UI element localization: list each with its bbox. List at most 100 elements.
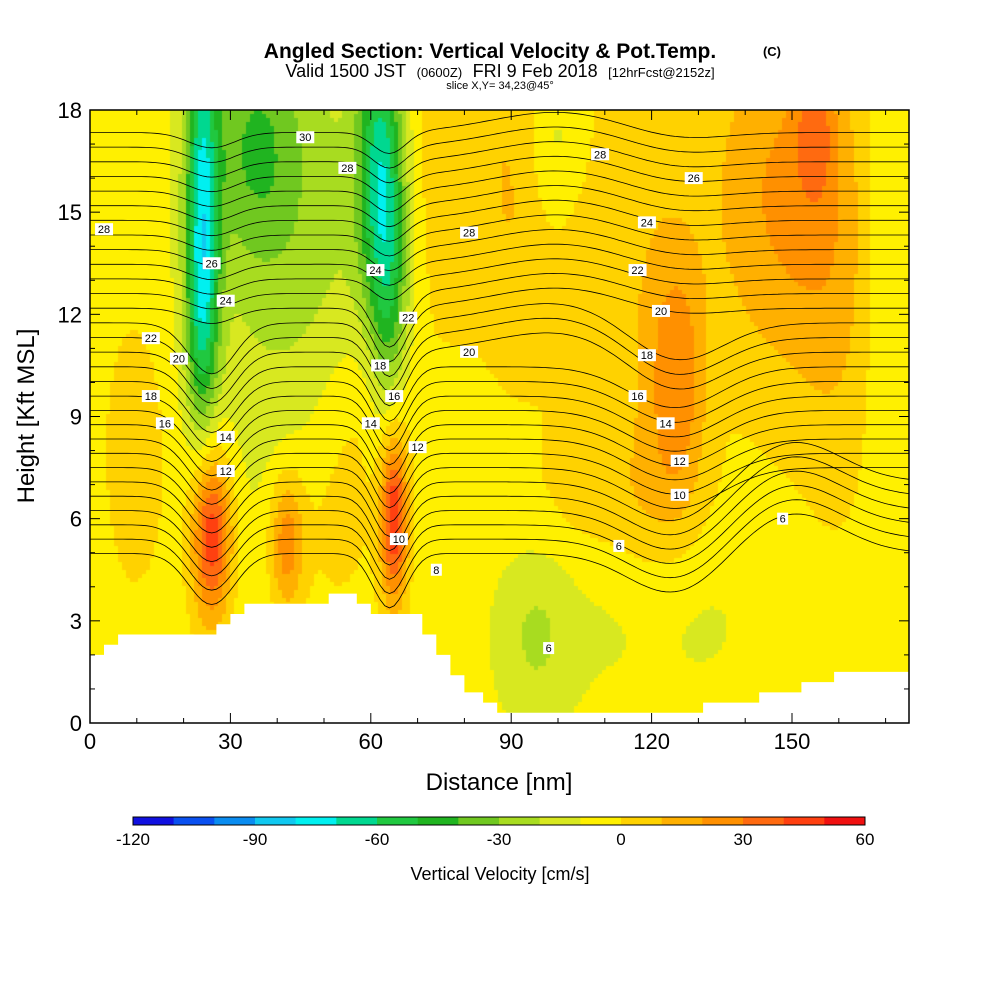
chart-title: Angled Section: Vertical Velocity & Pot.…: [264, 40, 716, 63]
contour-label-box: [591, 148, 610, 161]
y-tick-label: 0: [70, 711, 82, 736]
contour-label-text: 24: [369, 265, 381, 277]
chart-title-unit: (C): [763, 44, 781, 59]
theta-contour-13: [90, 410, 909, 466]
theta-contour-30: [90, 141, 909, 184]
theta-contour-16: [90, 366, 909, 422]
theta-contour-22: [90, 258, 909, 301]
contour-label-box: [385, 390, 404, 403]
contour-label-text: 6: [616, 541, 622, 553]
theta-contour-23: [90, 243, 909, 286]
contour-label: 22: [399, 311, 418, 325]
y-axis-label: Height [Kft MSL]: [13, 329, 40, 504]
contour-label-text: 18: [374, 360, 386, 372]
contour-label: 10: [389, 533, 408, 546]
contour-label-box: [202, 257, 221, 270]
contour-label: 6: [777, 512, 789, 526]
y-tick-label: 3: [70, 609, 82, 634]
contour-label: 26: [202, 257, 221, 270]
contour-label-box: [361, 417, 380, 430]
contour-label: 22: [628, 264, 647, 277]
contour-label: 8: [430, 563, 442, 577]
contour-label: 18: [637, 349, 656, 362]
contour-label-text: 28: [341, 163, 353, 175]
contour-label-box: [366, 264, 385, 277]
y-tick-label: 18: [58, 98, 82, 123]
colorbar-swatch: [580, 817, 622, 825]
contour-label-text: 16: [631, 391, 643, 403]
contour-label-box: [338, 161, 357, 174]
theta-contour-4: [90, 499, 910, 595]
contour-label-text: 16: [388, 391, 400, 403]
x-tick-label: 30: [218, 729, 242, 754]
colorbar-label: Vertical Velocity [cm/s]: [410, 864, 589, 884]
colorbar-swatch: [743, 817, 784, 825]
contour-label-text: 16: [159, 418, 171, 430]
contour-labels: 30 28 28 28 28 26 26 24 24 24 22 22 22 20 20 20 18 18 18 16…: [95, 131, 789, 655]
contour-label-text: 8: [433, 565, 439, 577]
colorbar-swatch: [824, 817, 866, 825]
theta-contour-7: [90, 456, 910, 552]
contour-label-text: 18: [145, 391, 157, 403]
contour-label: 12: [408, 441, 427, 454]
contour-label-box: [460, 226, 479, 239]
subtitle-valid: Valid 1500 JST: [285, 61, 406, 81]
contour-label: 16: [385, 390, 404, 403]
colorbar-swatch: [702, 817, 744, 825]
contour-label-box: [155, 417, 174, 430]
theta-contour-29: [90, 155, 909, 198]
colorbar-swatch: [458, 817, 500, 825]
contour-label-text: 10: [674, 490, 686, 502]
contour-label-box: [296, 131, 315, 144]
colorbar-swatch: [661, 817, 703, 825]
contour-label-box: [430, 563, 442, 576]
contour-label: 18: [141, 390, 160, 403]
contour-label: 28: [460, 226, 479, 240]
contour-label-text: 12: [674, 456, 686, 468]
colorbar-tick-label: -60: [365, 830, 390, 849]
theta-contour-27: [90, 185, 909, 228]
plot-area: 30 28 28 28 28 26 26 24 24 24 22 22 22 20 20 20 18 18 18 16…: [90, 110, 910, 723]
contour-label-box: [399, 311, 418, 324]
contour-label-box: [141, 390, 160, 403]
contour-label: 24: [637, 216, 656, 229]
theta-contour-10: [90, 452, 909, 509]
theta-contour-26: [90, 199, 909, 242]
colorbar-tick-label: -120: [116, 830, 150, 849]
contour-label: 12: [670, 454, 689, 468]
contour-label-text: 28: [98, 224, 110, 236]
contour-label: 24: [366, 264, 385, 277]
contour-label-text: 20: [173, 354, 185, 366]
theta-contour-31: [90, 126, 909, 169]
theta-contour-28: [90, 170, 909, 213]
contour-label: 10: [670, 488, 689, 502]
axes: 0 30 60 90 120 150 0 3 6 9 12 15 18: [58, 98, 910, 754]
colorbar-swatch: [336, 817, 378, 825]
theta-contour-25: [90, 214, 909, 257]
contour-label-box: [543, 642, 555, 655]
contour-label-text: 6: [780, 514, 786, 526]
contour-label-text: 14: [660, 418, 672, 430]
chart-subtitle: Valid 1500 JST (0600Z) FRI 9 Feb 2018 [1…: [285, 61, 714, 81]
contour-label: 14: [656, 417, 675, 430]
theta-contour-6: [90, 470, 910, 566]
x-tick-label: 90: [499, 729, 523, 754]
contour-label: 22: [141, 332, 160, 345]
colorbar-tick-label: 0: [616, 830, 625, 849]
theta-contour-17: [90, 332, 909, 407]
contour-label-box: [389, 533, 408, 546]
contour-label: 20: [460, 345, 479, 359]
contour-label: 16: [155, 417, 174, 430]
theta-contour-19: [90, 303, 909, 377]
y-tick-label: 15: [58, 200, 82, 225]
contour-label-text: 22: [631, 265, 643, 277]
colorbar-tick-label: 30: [734, 830, 753, 849]
theta-contour-5: [90, 484, 910, 580]
contour-label-text: 24: [641, 217, 653, 229]
colorbar-swatch: [255, 817, 296, 825]
contour-label-text: 14: [365, 418, 377, 430]
contour-label-box: [651, 304, 670, 317]
colorbar-swatch: [133, 817, 174, 825]
contour-label: 12: [216, 464, 235, 478]
